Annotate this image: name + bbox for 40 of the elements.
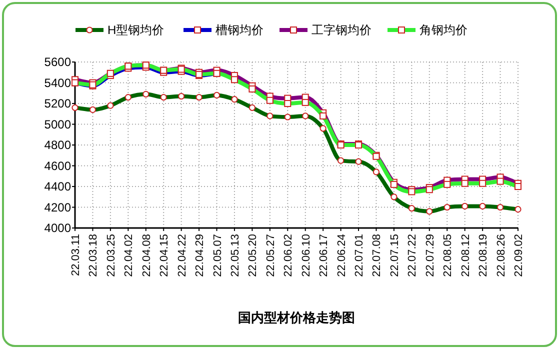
x-tick-label: 22.06.02 — [282, 234, 295, 277]
x-tick-label: 22.05.07 — [212, 234, 224, 277]
y-tick-label: 5200 — [44, 96, 72, 110]
x-tick-label: 22.07.01 — [354, 234, 366, 277]
y-tick-label: 4000 — [44, 221, 72, 235]
x-tick-label: 22.05.20 — [247, 234, 260, 277]
x-tick-label: 22.03.11 — [70, 234, 82, 276]
y-tick-label: 4200 — [44, 200, 72, 214]
x-tick-label: 22.07.29 — [424, 234, 436, 277]
x-tick-label: 22.08.05 — [442, 234, 454, 277]
x-tick-label: 22.04.22 — [176, 234, 188, 277]
y-tick-label: 5400 — [44, 76, 72, 90]
x-tick-label: 22.04.02 — [123, 234, 136, 277]
x-tick-label: 22.08.19 — [478, 234, 490, 277]
legend-label: H型钢均价 — [108, 23, 164, 37]
y-tick-label: 4800 — [44, 138, 72, 152]
x-tick-label: 22.04.29 — [194, 234, 206, 277]
x-tick-label: 22.09.02 — [513, 234, 525, 277]
x-tick-label: 22.07.22 — [406, 234, 419, 277]
x-tick-label: 22.03.18 — [88, 234, 100, 277]
x-tick-label: 22.04.08 — [140, 234, 153, 277]
text: 国内型材价格走势图 — [238, 310, 355, 325]
x-tick-label: 22.08.12 — [460, 234, 472, 277]
x-tick-label: 22.03.25 — [105, 234, 118, 277]
legend-label: 槽钢均价 — [216, 23, 264, 37]
x-tick-label: 22.06.17 — [318, 234, 330, 277]
x-tick-label: 22.07.08 — [371, 234, 384, 277]
y-tick-label: 4400 — [44, 180, 72, 194]
x-tick-label: 22.06.10 — [300, 234, 312, 277]
y-tick-label: 5600 — [44, 55, 72, 69]
y-tick-label: 4600 — [44, 158, 72, 173]
legend-label: 角钢均价 — [420, 23, 468, 37]
x-tick-label: 22.05.13 — [229, 234, 242, 277]
legend-label: 工字钢均价 — [312, 23, 372, 37]
x-tick-label: 22.05.27 — [264, 234, 277, 277]
x-tick-label: 22.04.15 — [158, 234, 171, 277]
x-tick-label: 22.08.26 — [495, 234, 508, 277]
x-tick-label: 22.07.15 — [388, 234, 401, 277]
x-tick-label: 22.06.24 — [336, 234, 348, 277]
y-tick-label: 5000 — [44, 117, 72, 132]
